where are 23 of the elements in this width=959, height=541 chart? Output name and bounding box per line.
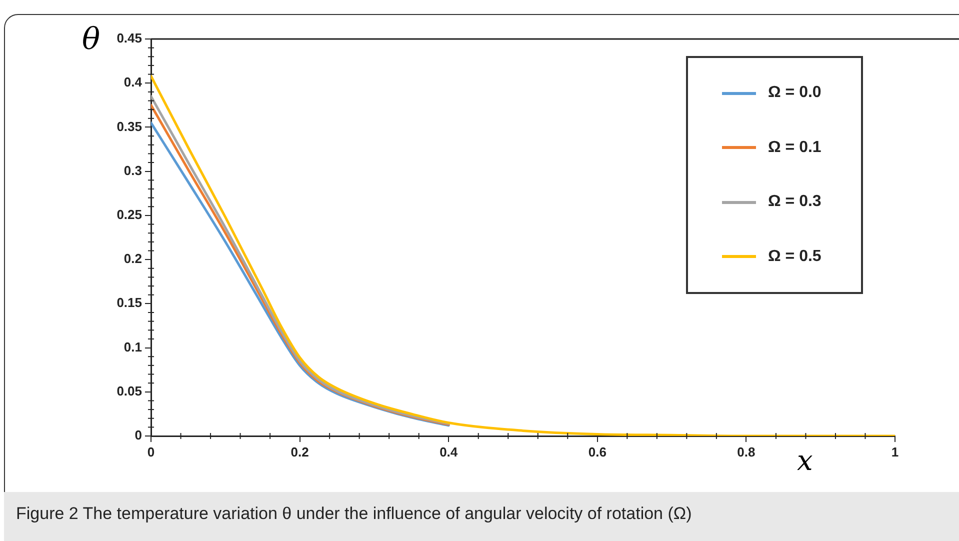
x-axis-title: x [797,444,813,477]
y-tick-label: 0.3 [124,162,142,178]
x-tick-label: 0.8 [737,444,756,460]
y-tick-label: 0.45 [116,30,142,46]
x-tick-label: 1 [891,444,899,460]
y-tick-label: 0.1 [124,339,142,354]
x-tick-label: 0 [147,444,155,460]
caption: Figure 2 The temperature variation θ under the influence of angular velocity of rotation (Ω) [4,492,959,541]
y-tick-label: 0.25 [116,207,142,222]
x-tick-label: 0.4 [440,444,458,460]
y-tick-label: 0.2 [124,251,142,266]
y-axis-title: θ [82,22,100,57]
y-tick-label: 0.05 [116,383,142,398]
y-tick-label: 0 [134,428,142,443]
legend-label: Ω = 0.0 [768,84,822,102]
y-tick-label: 0.4 [124,74,143,90]
y-tick-label: 0.15 [116,295,142,310]
legend-label: Ω = 0.1 [768,138,822,157]
x-tick-label: 0.6 [588,444,606,460]
legend-label: Ω = 0.3 [768,193,822,212]
y-tick-label: 0.35 [116,118,142,134]
x-tick-label: 0.2 [290,444,309,460]
legend-label: Ω = 0.5 [768,248,822,266]
